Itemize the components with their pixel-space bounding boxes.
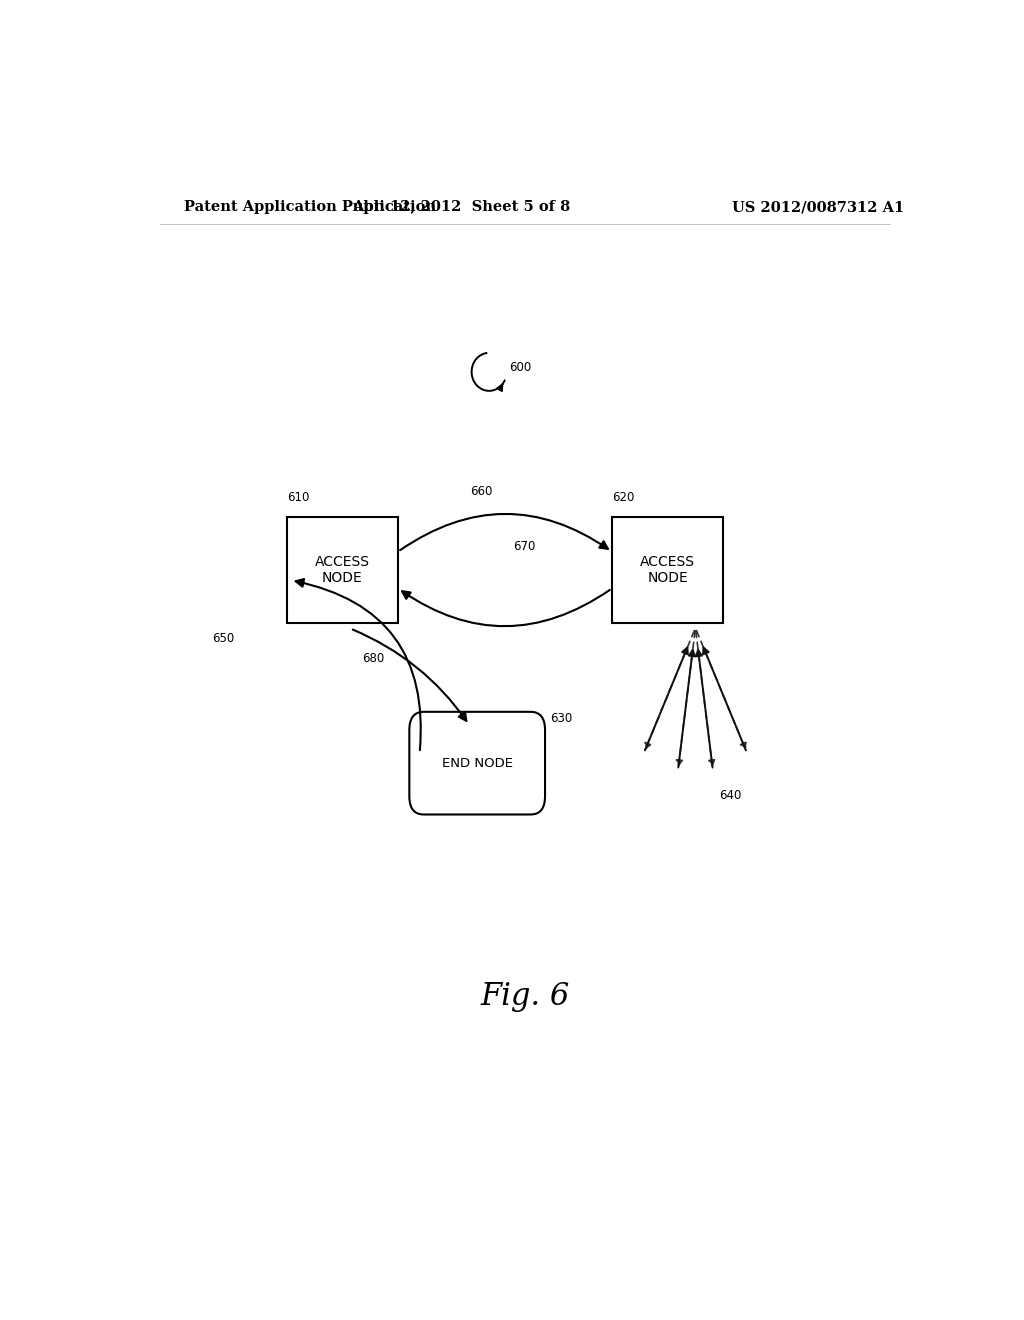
FancyBboxPatch shape — [410, 711, 545, 814]
Text: ACCESS
NODE: ACCESS NODE — [640, 554, 695, 585]
Text: US 2012/0087312 A1: US 2012/0087312 A1 — [732, 201, 904, 214]
Text: ACCESS
NODE: ACCESS NODE — [314, 554, 370, 585]
Text: 630: 630 — [551, 711, 572, 725]
Text: Patent Application Publication: Patent Application Publication — [183, 201, 435, 214]
Text: 650: 650 — [212, 632, 234, 644]
Text: END NODE: END NODE — [441, 756, 513, 770]
Text: Apr. 12, 2012  Sheet 5 of 8: Apr. 12, 2012 Sheet 5 of 8 — [352, 201, 570, 214]
Text: 670: 670 — [514, 540, 536, 553]
FancyBboxPatch shape — [287, 516, 397, 623]
Text: 620: 620 — [612, 491, 635, 504]
Text: 610: 610 — [287, 491, 309, 504]
Text: 640: 640 — [719, 788, 741, 801]
Text: 600: 600 — [509, 362, 531, 375]
Text: Fig. 6: Fig. 6 — [480, 982, 569, 1012]
Text: 660: 660 — [470, 486, 493, 498]
FancyBboxPatch shape — [612, 516, 723, 623]
Text: 680: 680 — [362, 652, 384, 665]
